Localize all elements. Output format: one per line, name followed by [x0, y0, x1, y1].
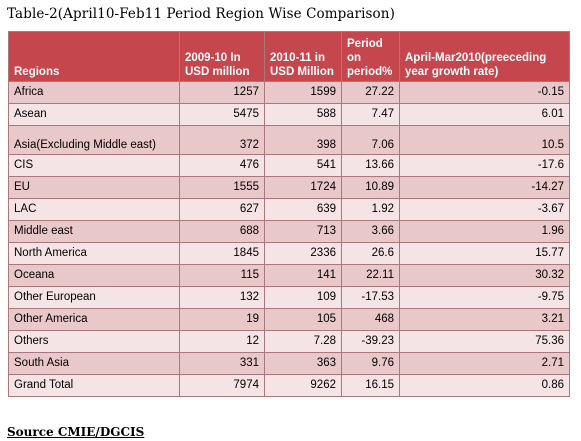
header-period-on-period: Period on period%	[341, 31, 400, 82]
cell-2010-11: 398	[264, 125, 342, 155]
table-row: South Asia 331 363 9.76 2.71	[8, 352, 570, 375]
table-row: CIS 476 541 13.66 -17.6	[8, 154, 570, 177]
cell-growth-rate: -9.75	[399, 286, 570, 309]
cell-region: Others	[8, 330, 180, 353]
cell-2009-10: 1845	[179, 242, 265, 265]
cell-2009-10: 688	[179, 220, 265, 243]
cell-region: Other European	[8, 286, 180, 309]
header-2010-11: 2010-11 in USD Million	[264, 31, 342, 82]
header-regions: Regions	[8, 31, 180, 82]
cell-2010-11: 1724	[264, 176, 342, 199]
cell-2010-11: 1599	[264, 81, 342, 104]
table-row: Grand Total 7974 9262 16.15 0.86	[8, 374, 570, 397]
cell-2009-10: 19	[179, 308, 265, 331]
header-row: Regions 2009-10 In USD million 2010-11 i…	[8, 31, 570, 82]
cell-growth-rate: 0.86	[399, 374, 570, 397]
table-row: Africa 1257 1599 27.22 -0.15	[8, 81, 570, 104]
header-2009-10: 2009-10 In USD million	[179, 31, 265, 82]
cell-period-on-period: 9.76	[341, 352, 400, 375]
cell-period-on-period: 10.89	[341, 176, 400, 199]
cell-growth-rate: 75.36	[399, 330, 570, 353]
cell-growth-rate: 10.5	[399, 125, 570, 155]
cell-2009-10: 132	[179, 286, 265, 309]
cell-region: Asean	[8, 103, 180, 126]
cell-2009-10: 115	[179, 264, 265, 287]
cell-2010-11: 141	[264, 264, 342, 287]
cell-region: Oceana	[8, 264, 180, 287]
cell-period-on-period: 27.22	[341, 81, 400, 104]
cell-period-on-period: 26.6	[341, 242, 400, 265]
cell-region: LAC	[8, 198, 180, 221]
table-row: Asia(Excluding Middle east) 372 398 7.06 10.…	[8, 125, 570, 155]
cell-2009-10: 476	[179, 154, 265, 177]
cell-2009-10: 12	[179, 330, 265, 353]
cell-growth-rate: 15.77	[399, 242, 570, 265]
cell-2010-11: 639	[264, 198, 342, 221]
cell-growth-rate: 1.96	[399, 220, 570, 243]
cell-region: South Asia	[8, 352, 180, 375]
cell-2010-11: 7.28	[264, 330, 342, 353]
cell-growth-rate: 2.71	[399, 352, 570, 375]
table-row: EU 1555 1724 10.89 -14.27	[8, 176, 570, 199]
cell-growth-rate: -17.6	[399, 154, 570, 177]
cell-period-on-period: -17.53	[341, 286, 400, 309]
table-body: Africa 1257 1599 27.22 -0.15 Asean 5475 588 7.47…	[8, 81, 570, 397]
source-note: Source CMIE/DGCIS	[7, 425, 145, 439]
cell-growth-rate: 6.01	[399, 103, 570, 126]
cell-2010-11: 588	[264, 103, 342, 126]
cell-2009-10: 331	[179, 352, 265, 375]
cell-2009-10: 5475	[179, 103, 265, 126]
table-row: Asean 5475 588 7.47 6.01	[8, 103, 570, 126]
cell-2010-11: 541	[264, 154, 342, 177]
cell-region: Other America	[8, 308, 180, 331]
table-row: Other America 19 105 468 3.21	[8, 308, 570, 331]
cell-region: North America	[8, 242, 180, 265]
cell-growth-rate: -14.27	[399, 176, 570, 199]
cell-2009-10: 1555	[179, 176, 265, 199]
table-row: North America 1845 2336 26.6 15.77	[8, 242, 570, 265]
header-growth-rate: April-Mar2010(preeceding year growth rat…	[399, 31, 570, 82]
cell-growth-rate: 30.32	[399, 264, 570, 287]
cell-2010-11: 363	[264, 352, 342, 375]
cell-region: Asia(Excluding Middle east)	[8, 125, 180, 155]
cell-period-on-period: 1.92	[341, 198, 400, 221]
cell-region: Africa	[8, 81, 180, 104]
cell-period-on-period: 3.66	[341, 220, 400, 243]
cell-2009-10: 7974	[179, 374, 265, 397]
cell-period-on-period: 7.06	[341, 125, 400, 155]
table-row: Oceana 115 141 22.11 30.32	[8, 264, 570, 287]
cell-2010-11: 105	[264, 308, 342, 331]
cell-region: Middle east	[8, 220, 180, 243]
cell-2009-10: 627	[179, 198, 265, 221]
cell-region: EU	[8, 176, 180, 199]
cell-period-on-period: 468	[341, 308, 400, 331]
cell-2009-10: 1257	[179, 81, 265, 104]
cell-2010-11: 109	[264, 286, 342, 309]
table-title: Table-2(April10-Feb11 Period Region Wise…	[7, 6, 395, 22]
table-row: Middle east 688 713 3.66 1.96	[8, 220, 570, 243]
cell-period-on-period: 7.47	[341, 103, 400, 126]
cell-growth-rate: 3.21	[399, 308, 570, 331]
cell-2009-10: 372	[179, 125, 265, 155]
cell-2010-11: 9262	[264, 374, 342, 397]
table-row: LAC 627 639 1.92 -3.67	[8, 198, 570, 221]
table-row: Other European 132 109 -17.53 -9.75	[8, 286, 570, 309]
cell-period-on-period: 13.66	[341, 154, 400, 177]
cell-period-on-period: -39.23	[341, 330, 400, 353]
cell-2010-11: 713	[264, 220, 342, 243]
cell-growth-rate: -0.15	[399, 81, 570, 104]
cell-region: Grand Total	[8, 374, 180, 397]
region-comparison-table: Regions 2009-10 In USD million 2010-11 i…	[8, 31, 570, 397]
cell-period-on-period: 16.15	[341, 374, 400, 397]
cell-2010-11: 2336	[264, 242, 342, 265]
cell-growth-rate: -3.67	[399, 198, 570, 221]
cell-region: CIS	[8, 154, 180, 177]
table-row: Others 12 7.28 -39.23 75.36	[8, 330, 570, 353]
cell-period-on-period: 22.11	[341, 264, 400, 287]
